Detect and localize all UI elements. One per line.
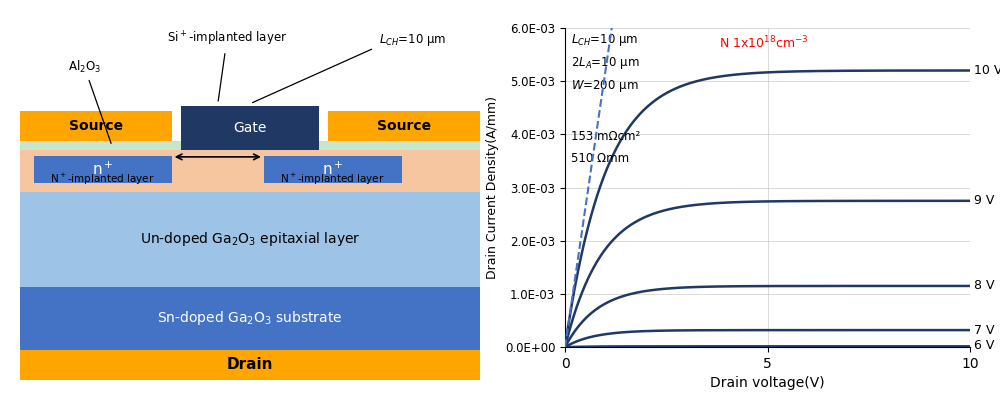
Text: N$^+$-implanted layer: N$^+$-implanted layer: [280, 172, 385, 188]
Text: 6 V: 6 V: [974, 339, 994, 352]
Text: n$^+$: n$^+$: [322, 161, 344, 178]
Bar: [264, 156, 402, 183]
Text: 510 Ωmm: 510 Ωmm: [571, 152, 629, 165]
Text: 10 V: 10 V: [974, 64, 1000, 77]
Text: $L_{CH}$=10 μm: $L_{CH}$=10 μm: [571, 32, 638, 48]
Bar: [181, 106, 319, 150]
Text: Source: Source: [377, 119, 431, 133]
Text: Sn-doped Ga$_2$O$_3$ substrate: Sn-doped Ga$_2$O$_3$ substrate: [157, 309, 343, 327]
Text: 8 V: 8 V: [974, 279, 995, 292]
Bar: [20, 287, 480, 350]
Text: Gate: Gate: [233, 121, 267, 135]
Text: Drain: Drain: [227, 358, 273, 373]
Bar: [34, 156, 172, 183]
Bar: [328, 111, 480, 142]
Text: Si$^+$-implanted layer: Si$^+$-implanted layer: [167, 30, 287, 101]
Text: $\it{L}$$_{CH}$=10 μm: $\it{L}$$_{CH}$=10 μm: [379, 32, 446, 48]
Text: n$^+$: n$^+$: [92, 161, 114, 178]
Bar: [20, 192, 480, 287]
Bar: [20, 111, 172, 142]
Text: 7 V: 7 V: [974, 324, 995, 337]
X-axis label: Drain voltage(V): Drain voltage(V): [710, 376, 825, 390]
Text: Al$_2$O$_3$: Al$_2$O$_3$: [68, 59, 111, 143]
Text: 2$L_A$=10 μm: 2$L_A$=10 μm: [571, 55, 640, 71]
Text: 9 V: 9 V: [974, 194, 994, 207]
Text: Source: Source: [69, 119, 123, 133]
Text: N$^+$-implanted layer: N$^+$-implanted layer: [50, 172, 155, 188]
Bar: [20, 142, 480, 150]
Text: N 1x10$^{18}$cm$^{-3}$: N 1x10$^{18}$cm$^{-3}$: [719, 35, 808, 51]
Bar: [20, 350, 480, 380]
Text: Un-doped Ga$_2$O$_3$ epitaxial layer: Un-doped Ga$_2$O$_3$ epitaxial layer: [140, 230, 360, 248]
Text: 153 mΩcm²: 153 mΩcm²: [571, 130, 640, 143]
Bar: [20, 150, 480, 192]
Y-axis label: Drain Current Density(A/mm): Drain Current Density(A/mm): [486, 96, 499, 279]
Text: $W$=200 μm: $W$=200 μm: [571, 78, 639, 94]
